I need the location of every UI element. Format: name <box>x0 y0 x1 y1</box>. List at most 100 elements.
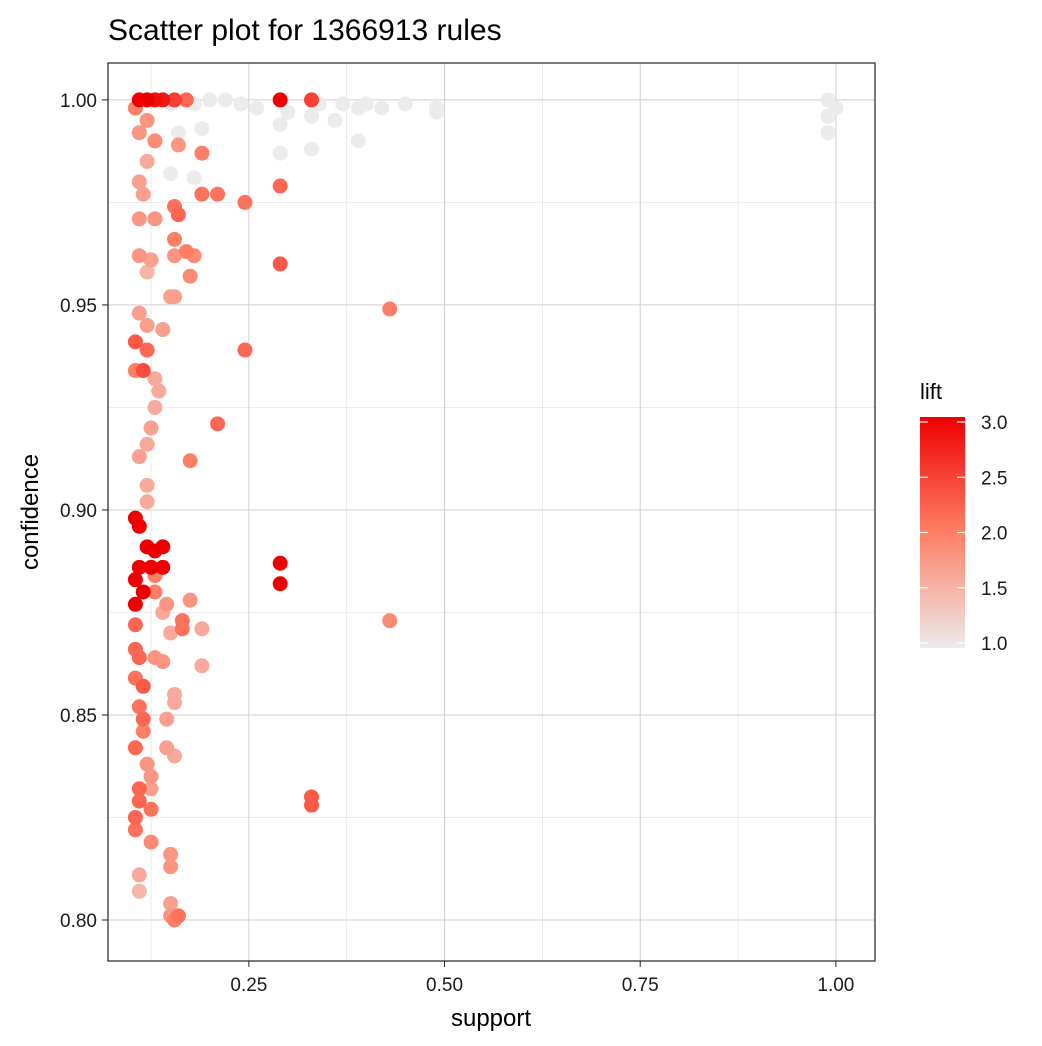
data-point <box>139 756 155 772</box>
data-point <box>135 363 151 379</box>
data-point <box>143 420 159 436</box>
data-point <box>131 650 147 666</box>
data-point <box>131 781 147 797</box>
x-tick-label: 0.75 <box>622 975 659 996</box>
data-point <box>429 104 445 120</box>
data-point <box>820 125 836 141</box>
data-point <box>155 559 171 575</box>
data-point <box>237 194 253 210</box>
legend-title: lift <box>920 379 942 404</box>
data-point <box>182 453 198 469</box>
data-point <box>159 596 175 612</box>
data-point <box>143 559 159 575</box>
data-point <box>159 711 175 727</box>
data-point <box>182 592 198 608</box>
data-point <box>303 797 319 813</box>
data-point <box>147 211 163 227</box>
data-point <box>147 584 163 600</box>
data-point <box>139 477 155 493</box>
data-point <box>182 268 198 284</box>
plot-background <box>108 63 875 961</box>
data-point <box>374 100 390 116</box>
data-point <box>327 112 343 128</box>
data-point <box>131 305 147 321</box>
data-point <box>303 108 319 124</box>
data-point <box>272 256 288 272</box>
legend-tick-label: 2.0 <box>981 524 1007 545</box>
data-point <box>131 518 147 534</box>
data-point <box>170 137 186 153</box>
data-point <box>170 207 186 223</box>
y-tick-label: 0.95 <box>60 296 97 317</box>
legend-tick-label: 3.0 <box>981 413 1007 434</box>
data-point <box>280 104 296 120</box>
legend-tick-label: 1.0 <box>981 634 1007 655</box>
data-point <box>127 809 143 825</box>
data-point <box>155 654 171 670</box>
data-point <box>131 125 147 141</box>
data-point <box>147 399 163 415</box>
data-point <box>143 781 159 797</box>
data-point <box>272 178 288 194</box>
data-point <box>163 289 179 305</box>
data-point <box>350 133 366 149</box>
data-point <box>135 723 151 739</box>
data-point <box>163 625 179 641</box>
data-point <box>167 248 183 264</box>
data-point <box>194 145 210 161</box>
legend-ticks: 1.0 1.5 2.0 2.5 3.0 <box>920 413 1007 655</box>
data-point <box>194 121 210 137</box>
data-point <box>131 867 147 883</box>
data-point <box>167 231 183 247</box>
data-point <box>155 539 171 555</box>
y-tick-label: 1.00 <box>60 91 97 112</box>
x-tick-label: 0.25 <box>230 975 267 996</box>
data-points <box>127 92 844 928</box>
data-point <box>170 125 186 141</box>
y-axis-ticks: 0.80 0.85 0.90 0.95 1.00 <box>60 91 108 932</box>
data-point <box>237 342 253 358</box>
data-point <box>131 699 147 715</box>
data-point <box>335 96 351 112</box>
data-point <box>358 96 374 112</box>
data-point <box>139 342 155 358</box>
data-point <box>272 555 288 571</box>
data-point <box>210 416 226 432</box>
data-point <box>159 740 175 756</box>
data-point <box>820 108 836 124</box>
data-point <box>194 658 210 674</box>
legend-tick-label: 1.5 <box>981 579 1007 600</box>
data-point <box>143 768 159 784</box>
data-point <box>127 572 143 588</box>
data-point <box>131 211 147 227</box>
data-point <box>167 92 183 108</box>
data-point <box>272 92 288 108</box>
data-point <box>127 334 143 350</box>
data-point <box>131 559 147 575</box>
data-point <box>233 96 249 112</box>
data-point <box>131 248 147 264</box>
data-point <box>155 322 171 338</box>
data-point <box>163 896 179 912</box>
y-tick-label: 0.90 <box>60 501 97 522</box>
data-point <box>127 822 143 838</box>
data-point <box>139 153 155 169</box>
data-point <box>382 301 398 317</box>
data-point <box>163 846 179 862</box>
data-point <box>139 92 155 108</box>
x-tick-label: 0.50 <box>426 975 463 996</box>
data-point <box>131 883 147 899</box>
data-point <box>303 92 319 108</box>
x-tick-label: 1.00 <box>817 975 854 996</box>
data-point <box>135 678 151 694</box>
data-point <box>143 801 159 817</box>
data-point <box>127 740 143 756</box>
data-point <box>163 859 179 875</box>
data-point <box>139 494 155 510</box>
data-point <box>272 117 288 133</box>
data-point <box>174 621 190 637</box>
plot-panel-border <box>107 62 876 962</box>
data-point <box>272 145 288 161</box>
chart-title: Scatter plot for 1366913 rules <box>108 14 502 47</box>
